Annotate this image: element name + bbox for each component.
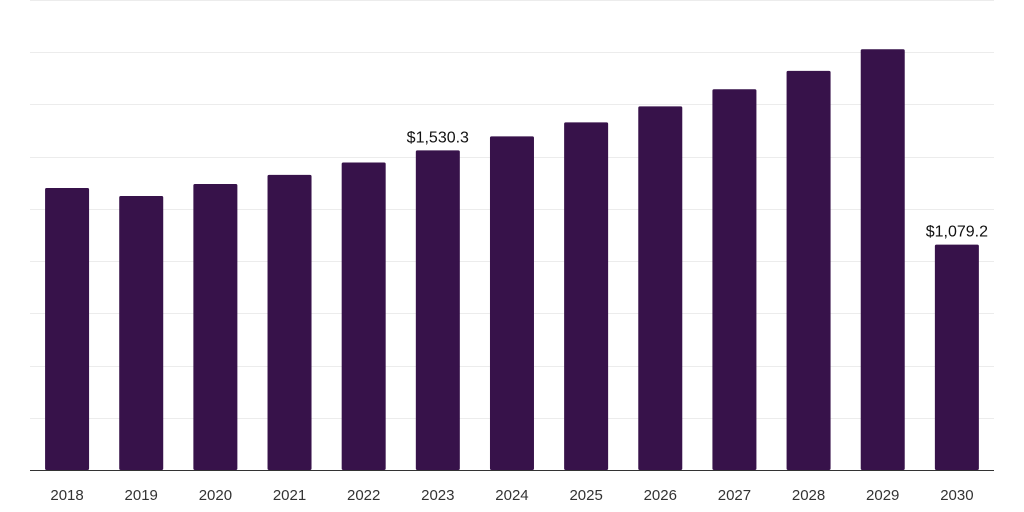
x-tick-label: 2018 — [50, 487, 83, 504]
bar-2029[interactable] — [860, 49, 905, 470]
bar-2021[interactable] — [267, 174, 312, 470]
bar-2018[interactable] — [45, 188, 90, 470]
bar-2026[interactable] — [638, 106, 683, 470]
bars — [45, 49, 979, 471]
bar-2027[interactable] — [712, 89, 757, 470]
bar-2020[interactable] — [193, 184, 238, 470]
x-tick-label: 2030 — [940, 487, 973, 504]
x-tick-labels: 2018 2019 2020 2021 2022 2023 2024 2025 2026 2027… — [50, 487, 973, 504]
x-tick-label: 2025 — [569, 487, 602, 504]
data-label-2023: $1,530.3 — [407, 129, 469, 146]
x-tick-label: 2029 — [866, 487, 899, 504]
x-tick-label: 2026 — [644, 487, 677, 504]
bar-2019[interactable] — [119, 195, 164, 470]
data-labels: $1,530.3 $1,079.2 — [407, 129, 988, 240]
x-tick-label: 2027 — [718, 487, 751, 504]
x-tick-label: 2023 — [421, 487, 454, 504]
x-tick-label: 2020 — [199, 487, 232, 504]
x-tick-label: 2024 — [495, 487, 528, 504]
x-tick-label: 2022 — [347, 487, 380, 504]
bar-2028[interactable] — [786, 70, 831, 471]
bar-2023[interactable] — [415, 150, 460, 470]
bar-2025[interactable] — [564, 122, 609, 471]
x-tick-label: 2021 — [273, 487, 306, 504]
data-label-2030: $1,079.2 — [926, 224, 988, 241]
bar-2024[interactable] — [489, 136, 534, 470]
bar-2030[interactable] — [934, 244, 979, 470]
x-tick-label: 2019 — [125, 487, 158, 504]
bar-2022[interactable] — [341, 162, 386, 470]
x-tick-label: 2028 — [792, 487, 825, 504]
